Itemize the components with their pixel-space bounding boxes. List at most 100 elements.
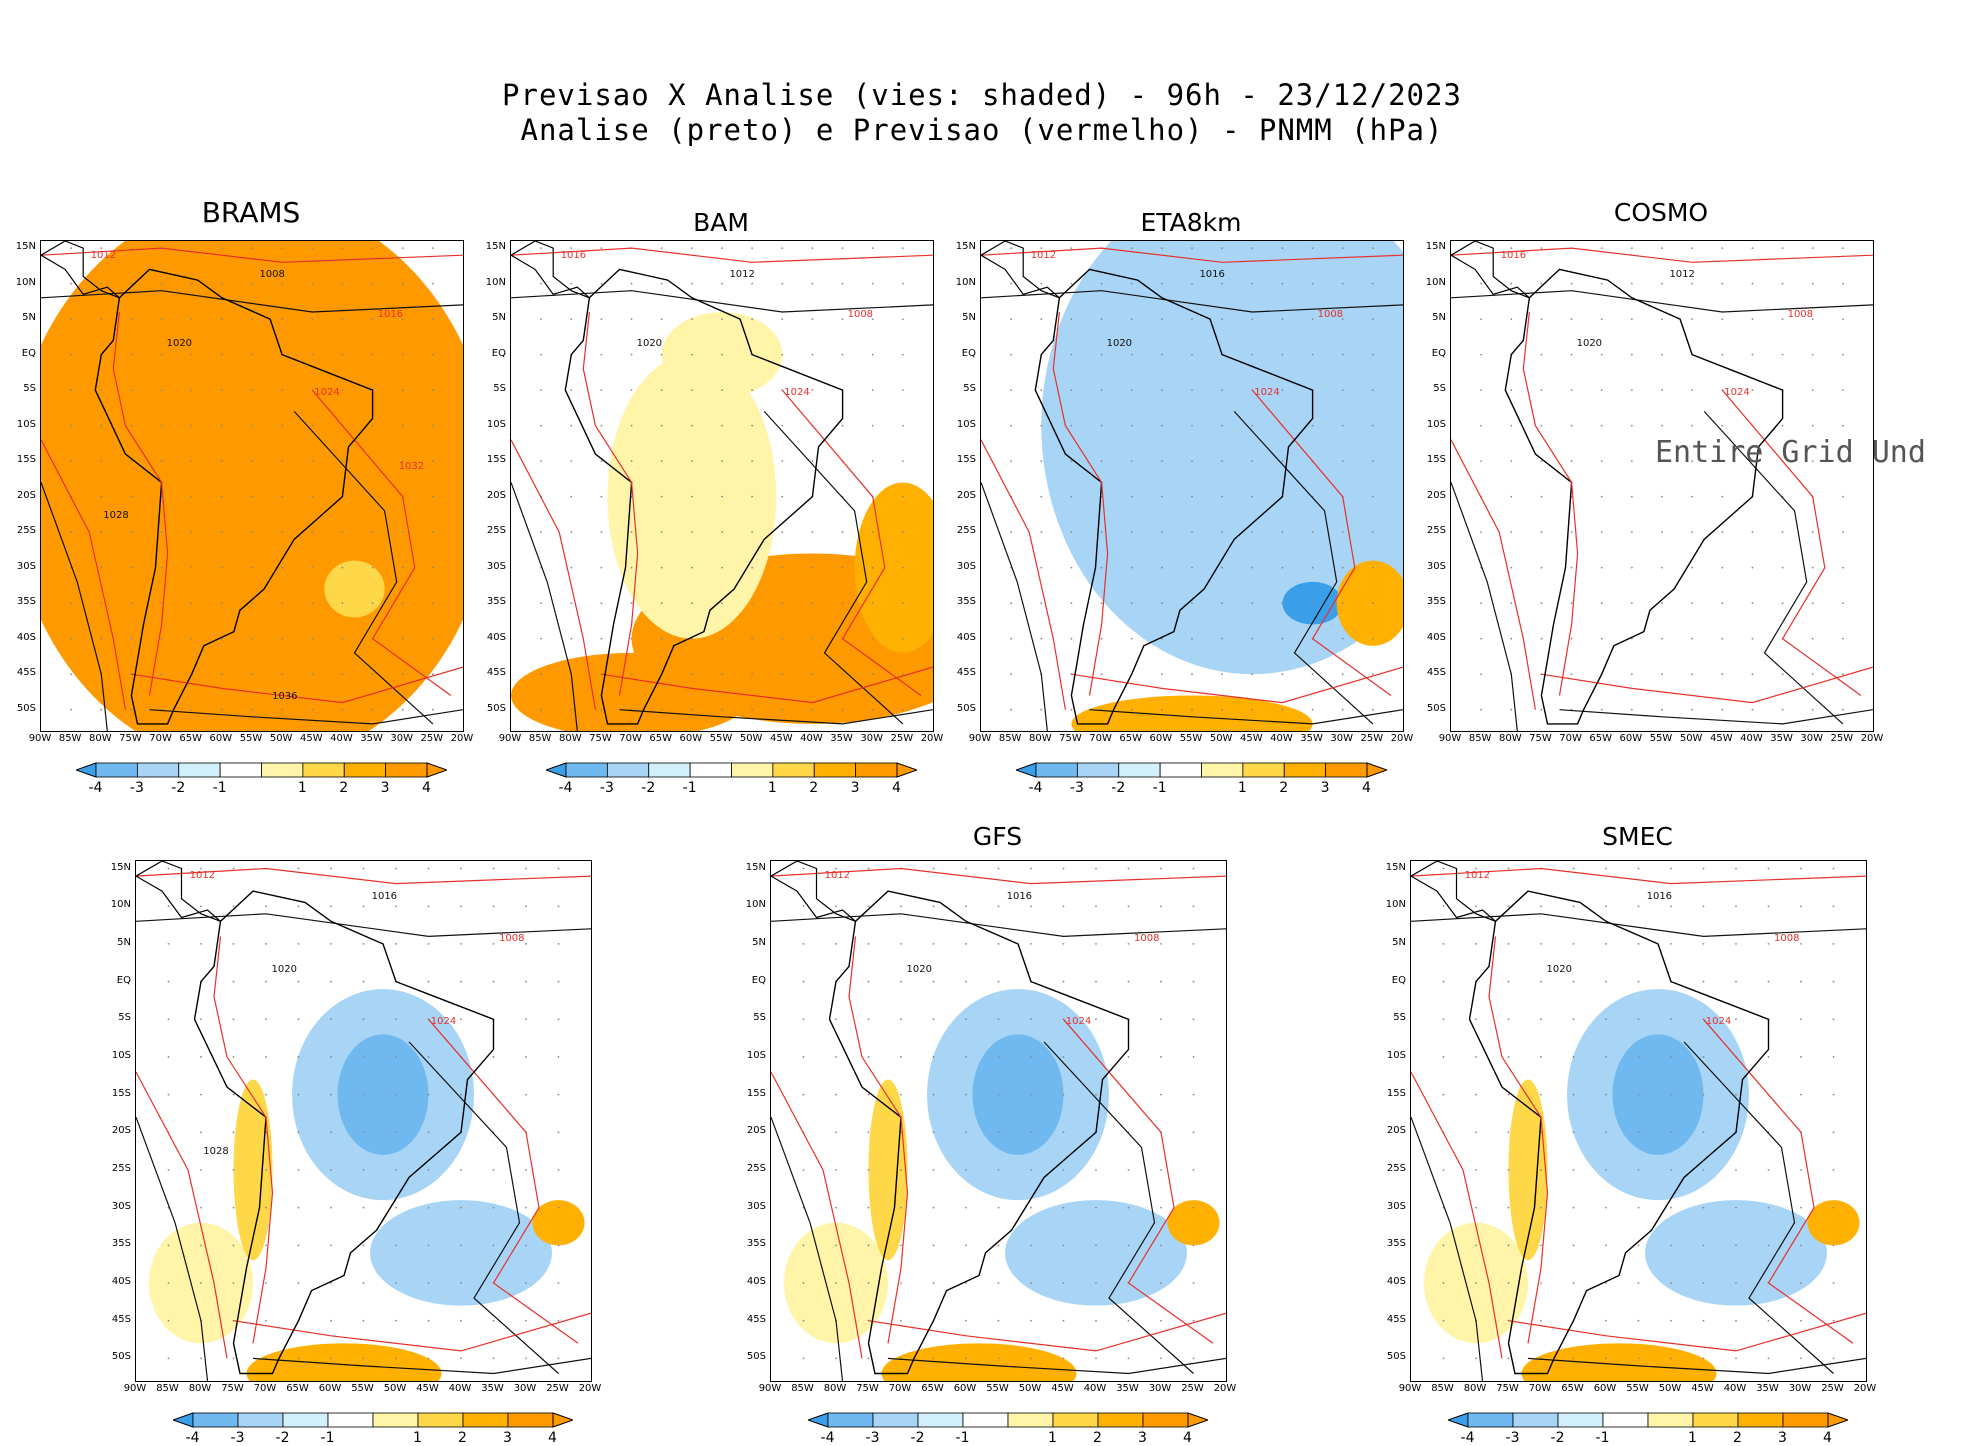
- grid-point: [1221, 637, 1224, 640]
- grid-point: [401, 602, 404, 605]
- grid-point: [130, 637, 133, 640]
- grid-point: [341, 460, 344, 463]
- grid-point: [570, 389, 573, 392]
- lat-label: 35S: [486, 596, 506, 608]
- isobar-red-south: [1071, 666, 1403, 704]
- grid-point: [1721, 708, 1724, 711]
- grid-point: [1371, 247, 1374, 250]
- grid-point: [1540, 1056, 1542, 1058]
- grid-point: [867, 905, 870, 908]
- grid-point: [1311, 708, 1314, 711]
- isobar-black-pacific: [1411, 1116, 1484, 1381]
- grid-point: [557, 1244, 560, 1247]
- grid-point: [1130, 566, 1133, 569]
- grid-point: [1540, 282, 1543, 285]
- lon-label: 40W: [1270, 733, 1293, 744]
- isobar-red-pacific: [771, 1071, 863, 1359]
- grid-point: [1192, 867, 1195, 870]
- grid-point: [751, 637, 754, 640]
- grid-point: [220, 460, 223, 463]
- lon-label: 90W: [123, 1383, 147, 1394]
- lon-label: 75W: [1059, 733, 1082, 744]
- lat-label: 30S: [956, 560, 976, 572]
- grid-point: [130, 424, 133, 427]
- grid-point: [1030, 1282, 1032, 1284]
- grid-point: [190, 424, 193, 427]
- grid-point: [1030, 1357, 1032, 1360]
- grid-point: [1130, 353, 1133, 356]
- grid-point: [371, 566, 374, 569]
- isobar-red-atlantic: [428, 1018, 579, 1344]
- grid-point: [1480, 708, 1483, 711]
- grid-point: [1811, 673, 1814, 676]
- lon-label: 65W: [286, 1383, 309, 1394]
- grid-point: [1691, 531, 1694, 534]
- grid-point: [70, 531, 73, 534]
- grid-point: [600, 495, 603, 498]
- grid-point: [1670, 1206, 1672, 1209]
- grid-point: [690, 353, 693, 356]
- lon-label: 30W: [860, 733, 884, 744]
- grid-point: [932, 980, 935, 983]
- grid-point: [600, 424, 603, 427]
- grid-point: [997, 1206, 1000, 1209]
- grid-point: [1841, 424, 1844, 427]
- figure-title-line2: Analise (preto) e Previsao (vermelho) - …: [520, 113, 1444, 147]
- grid-point: [200, 1282, 202, 1284]
- grid-point: [1630, 708, 1633, 711]
- grid-point: [802, 942, 805, 945]
- grid-point: [932, 1018, 935, 1021]
- colorbar-max-triangle: [1187, 1412, 1208, 1428]
- lat-label: 10S: [956, 418, 976, 430]
- lon-label: 75W: [856, 1383, 879, 1394]
- lat-label: 45S: [1426, 667, 1446, 679]
- grid-point: [251, 318, 253, 321]
- colorbar-tick-label: 3: [1138, 1430, 1147, 1446]
- grid-point: [232, 1093, 235, 1096]
- lon-label: 50W: [1018, 1383, 1042, 1394]
- grid-point: [630, 460, 633, 463]
- grid-point: [811, 389, 814, 392]
- grid-point: [1811, 637, 1814, 640]
- grid-point: [1221, 460, 1224, 463]
- grid-point: [1600, 566, 1603, 569]
- grid-point: [431, 531, 434, 534]
- colorbar-segment: [1283, 762, 1326, 778]
- grid-point: [1630, 424, 1633, 427]
- grid-point: [1630, 389, 1633, 392]
- lat-label: 15S: [1426, 454, 1446, 466]
- grid-point: [297, 1056, 300, 1058]
- grid-point: [297, 905, 300, 908]
- grid-point: [835, 1056, 837, 1058]
- grid-point: [362, 1319, 365, 1322]
- isobar-black-south: [1527, 1357, 1866, 1375]
- colorbar-segment: [565, 762, 608, 778]
- lon-label: 30W: [390, 733, 414, 744]
- lat-label: 5N: [22, 312, 36, 324]
- grid-point: [1637, 1018, 1640, 1021]
- grid-point: [220, 566, 223, 569]
- colorbar-segment: [1035, 762, 1078, 778]
- south-america-outline: [1504, 268, 1784, 725]
- lat-label: 25S: [16, 525, 36, 537]
- lat-label: 20S: [1426, 489, 1446, 501]
- grid-point: [1100, 673, 1103, 676]
- grid-point: [1600, 424, 1603, 427]
- bias-area-ens-7: [233, 1079, 273, 1261]
- grid-point: [281, 282, 284, 285]
- grid-point: [1800, 905, 1802, 908]
- grid-point: [311, 673, 314, 676]
- isobar-red-pacific: [1411, 1071, 1503, 1359]
- grid-point: [1781, 531, 1784, 534]
- grid-point: [251, 531, 253, 534]
- grid-point: [160, 531, 163, 534]
- lat-label: 5N: [752, 936, 766, 948]
- lat-label: 10S: [486, 418, 506, 430]
- colorbar-segment: [177, 762, 221, 778]
- grid-point: [492, 905, 495, 908]
- isobar-black-pacific: [771, 1116, 844, 1381]
- grid-point: [330, 1056, 332, 1058]
- grid-point: [265, 1244, 267, 1247]
- grid-point: [1100, 460, 1103, 463]
- grid-point: [811, 531, 814, 534]
